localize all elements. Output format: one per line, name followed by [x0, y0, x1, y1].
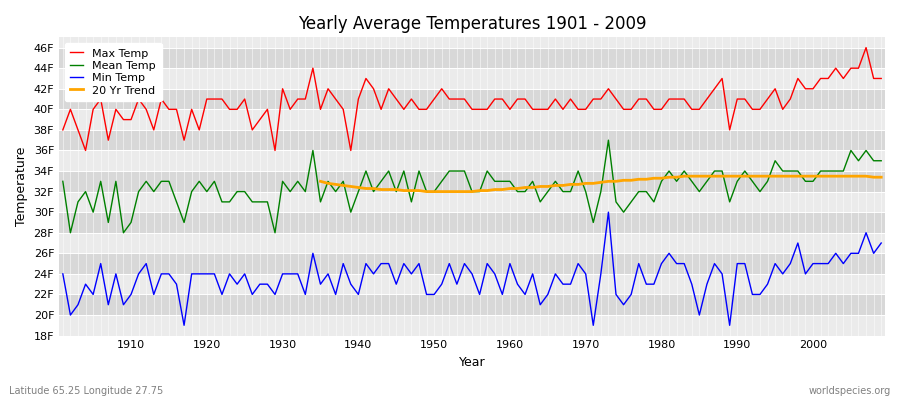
Min Temp	[610, 292, 621, 297]
Line: Max Temp: Max Temp	[63, 48, 881, 150]
Mean Temp	[610, 200, 621, 204]
20 Yr Trend	[315, 179, 326, 184]
Max Temp	[292, 97, 303, 102]
Bar	[59, 315, 885, 336]
20 Yr Trend	[361, 186, 372, 191]
Min Temp	[58, 272, 68, 276]
Bar	[59, 294, 885, 315]
20 Yr Trend	[421, 189, 432, 194]
Bar	[59, 233, 885, 253]
Mean Temp	[292, 179, 303, 184]
Bar	[59, 89, 885, 109]
Max Temp	[58, 128, 68, 132]
20 Yr Trend	[754, 174, 765, 178]
Line: Mean Temp: Mean Temp	[63, 140, 881, 233]
Title: Yearly Average Temperatures 1901 - 2009: Yearly Average Temperatures 1901 - 2009	[298, 15, 646, 33]
Mean Temp	[505, 179, 516, 184]
Bar	[59, 253, 885, 274]
Max Temp	[338, 107, 348, 112]
Max Temp	[876, 76, 886, 81]
20 Yr Trend	[679, 174, 689, 178]
Min Temp	[179, 323, 190, 328]
Max Temp	[126, 117, 137, 122]
Max Temp	[80, 148, 91, 153]
Mean Temp	[876, 158, 886, 163]
Mean Temp	[65, 230, 76, 235]
Mean Temp	[512, 189, 523, 194]
Bar	[59, 274, 885, 294]
Bar	[59, 109, 885, 130]
Bar	[59, 192, 885, 212]
Mean Temp	[126, 220, 137, 225]
Min Temp	[292, 272, 303, 276]
Line: 20 Yr Trend: 20 Yr Trend	[320, 176, 881, 192]
Bar	[59, 48, 885, 68]
Legend: Max Temp, Mean Temp, Min Temp, 20 Yr Trend: Max Temp, Mean Temp, Min Temp, 20 Yr Tre…	[65, 43, 162, 101]
Text: Latitude 65.25 Longitude 27.75: Latitude 65.25 Longitude 27.75	[9, 386, 163, 396]
Min Temp	[876, 241, 886, 246]
Mean Temp	[338, 179, 348, 184]
Min Temp	[338, 261, 348, 266]
20 Yr Trend	[831, 174, 842, 178]
Mean Temp	[58, 179, 68, 184]
Max Temp	[603, 86, 614, 91]
Bar	[59, 68, 885, 89]
20 Yr Trend	[770, 174, 780, 178]
Bar	[59, 130, 885, 150]
X-axis label: Year: Year	[459, 356, 485, 369]
20 Yr Trend	[778, 174, 788, 178]
20 Yr Trend	[876, 175, 886, 180]
Line: Min Temp: Min Temp	[63, 212, 881, 325]
Min Temp	[118, 302, 129, 307]
20 Yr Trend	[793, 174, 804, 178]
Bar	[59, 171, 885, 192]
Max Temp	[505, 107, 516, 112]
Min Temp	[505, 261, 516, 266]
Y-axis label: Temperature: Temperature	[15, 147, 28, 226]
Bar	[59, 150, 885, 171]
Text: worldspecies.org: worldspecies.org	[809, 386, 891, 396]
Max Temp	[512, 97, 523, 102]
Min Temp	[512, 282, 523, 286]
Bar	[59, 212, 885, 233]
Mean Temp	[603, 138, 614, 142]
Max Temp	[860, 45, 871, 50]
Min Temp	[603, 210, 614, 214]
